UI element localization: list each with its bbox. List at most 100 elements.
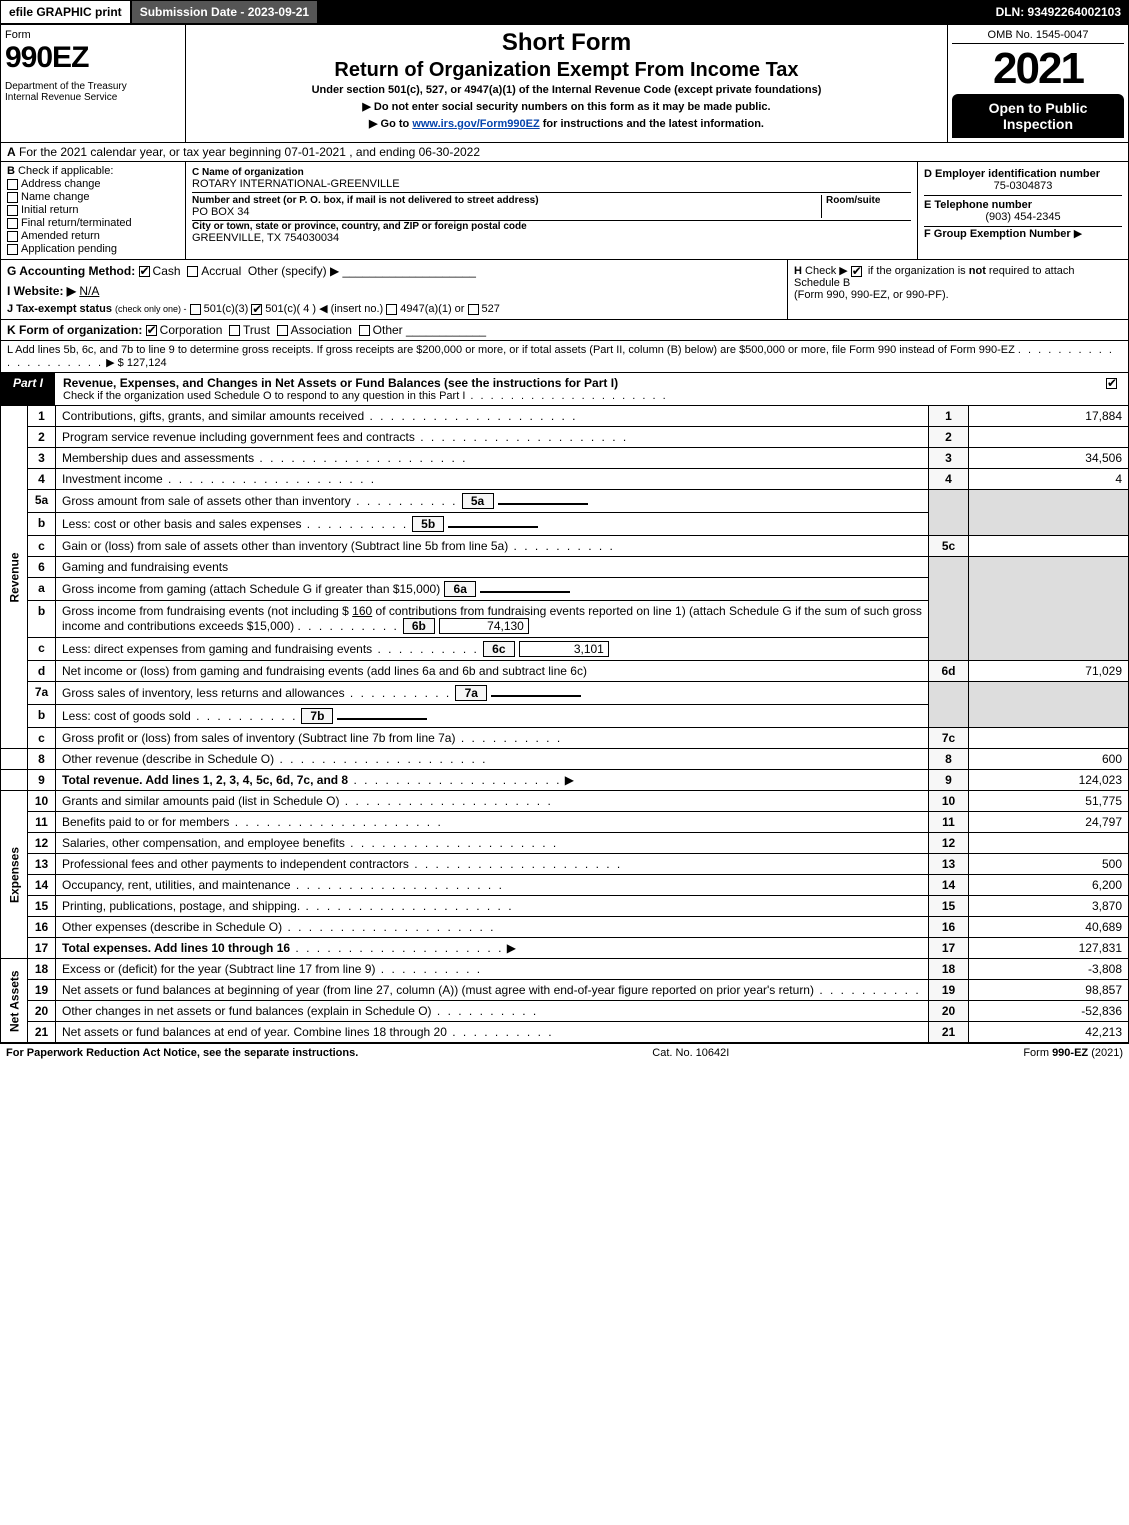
dln-label: DLN: 93492264002103 [988, 0, 1129, 24]
line-5c-value [969, 536, 1129, 557]
org-street: PO BOX 34 [192, 206, 813, 218]
line-6-text: Gaming and fundraising events [56, 557, 929, 578]
line-1-text: Contributions, gifts, grants, and simila… [62, 409, 578, 423]
checkbox-501c[interactable] [251, 304, 262, 315]
header-left: Form 990EZ Department of the Treasury In… [1, 25, 186, 142]
checkbox-final-return[interactable] [7, 218, 18, 229]
org-name: ROTARY INTERNATIONAL-GREENVILLE [192, 178, 911, 190]
checkbox-association[interactable] [277, 325, 288, 336]
h-text4: (Form 990, 990-EZ, or 990-PF). [794, 289, 949, 301]
line-5b-inline [448, 526, 538, 528]
line-20-value: -52,836 [969, 1001, 1129, 1022]
section-k: K Form of organization: Corporation Trus… [0, 320, 1129, 341]
footer-right-post: (2021) [1088, 1047, 1123, 1059]
checkbox-name-change[interactable] [7, 192, 18, 203]
website-value: N/A [79, 284, 99, 298]
section-l: L Add lines 5b, 6c, and 7b to line 9 to … [0, 341, 1129, 373]
line-15-text: Printing, publications, postage, and shi… [62, 899, 514, 913]
efile-label: efile GRAPHIC print [0, 0, 131, 24]
section-h: H Check ▶ if the organization is not req… [788, 260, 1128, 319]
j-o2: 501(c)( 4 ) ◀ (insert no.) [265, 303, 383, 315]
checkbox-corporation[interactable] [146, 325, 157, 336]
checkbox-schedule-b[interactable] [851, 266, 862, 277]
checkbox-amended-return[interactable] [7, 231, 18, 242]
checkbox-cash[interactable] [139, 266, 150, 277]
department-label: Department of the Treasury Internal Reve… [5, 81, 181, 103]
g-label: G Accounting Method: [7, 264, 135, 278]
org-city: GREENVILLE, TX 754030034 [192, 232, 911, 244]
instr2-pre: ▶ Go to [369, 118, 412, 130]
j-o4: 527 [482, 303, 500, 315]
line-7b-text: Less: cost of goods sold [62, 709, 297, 723]
header-center: Short Form Return of Organization Exempt… [186, 25, 948, 142]
footer-left: For Paperwork Reduction Act Notice, see … [6, 1047, 358, 1059]
line-17-value: 127,831 [969, 938, 1129, 959]
c-name-label: C Name of organization [192, 167, 911, 178]
opt-application-pending: Application pending [21, 243, 117, 255]
line-13-text: Professional fees and other payments to … [62, 857, 622, 871]
checkbox-other-org[interactable] [359, 325, 370, 336]
line-5a-inline [498, 503, 588, 505]
opt-initial-return: Initial return [21, 204, 78, 216]
checkbox-501c3[interactable] [190, 304, 201, 315]
line-6d-text: Net income or (loss) from gaming and fun… [62, 664, 587, 678]
line-5b-text: Less: cost or other basis and sales expe… [62, 517, 408, 531]
line-6a-inline [480, 591, 570, 593]
l-text: L Add lines 5b, 6c, and 7b to line 9 to … [7, 344, 1015, 356]
line-19-value: 98,857 [969, 980, 1129, 1001]
line-11-text: Benefits paid to or for members [62, 815, 443, 829]
line-9-value: 124,023 [969, 770, 1129, 791]
k-other: Other [373, 323, 403, 337]
line-18-text: Excess or (deficit) for the year (Subtra… [62, 962, 482, 976]
line-6b-text1: Gross income from fundraising events (no… [62, 604, 349, 618]
omb-number: OMB No. 1545-0047 [952, 29, 1124, 44]
l-amount: $ 127,124 [118, 357, 167, 369]
checkbox-527[interactable] [468, 304, 479, 315]
line-10-text: Grants and similar amounts paid (list in… [62, 794, 553, 808]
k-corp: Corporation [160, 323, 223, 337]
j-o1: 501(c)(3) [204, 303, 249, 315]
page-footer: For Paperwork Reduction Act Notice, see … [0, 1043, 1129, 1062]
line-6b-inline: 74,130 [439, 618, 529, 634]
section-gh: G Accounting Method: Cash Accrual Other … [0, 260, 1129, 320]
checkbox-4947[interactable] [386, 304, 397, 315]
line-5a-text: Gross amount from sale of assets other t… [62, 494, 458, 508]
line-12-text: Salaries, other compensation, and employ… [62, 836, 558, 850]
checkbox-initial-return[interactable] [7, 205, 18, 216]
irs-link[interactable]: www.irs.gov/Form990EZ [412, 118, 539, 130]
b-label: Check if applicable: [18, 165, 113, 177]
under-section-text: Under section 501(c), 527, or 4947(a)(1)… [190, 84, 943, 96]
line-14-text: Occupancy, rent, utilities, and maintena… [62, 878, 504, 892]
line-6c-text: Less: direct expenses from gaming and fu… [62, 642, 479, 656]
j-label: J Tax-exempt status [7, 303, 112, 315]
h-not: not [969, 265, 986, 277]
checkbox-application-pending[interactable] [7, 244, 18, 255]
h-text2: if the organization is [868, 265, 966, 277]
checkbox-accrual[interactable] [187, 266, 198, 277]
part1-title: Revenue, Expenses, and Changes in Net As… [55, 373, 1098, 405]
net-assets-side-label: Net Assets [1, 959, 28, 1043]
header-right: OMB No. 1545-0047 2021 Open to Public In… [948, 25, 1128, 142]
f-arrow: ▶ [1074, 228, 1082, 240]
checkbox-address-change[interactable] [7, 179, 18, 190]
line-8-text: Other revenue (describe in Schedule O) [62, 752, 487, 766]
line-5c-text: Gain or (loss) from sale of assets other… [62, 539, 615, 553]
phone-value: (903) 454-2345 [924, 211, 1122, 223]
line-4-text: Investment income [62, 472, 376, 486]
line-14-value: 6,200 [969, 875, 1129, 896]
line-7c-text: Gross profit or (loss) from sales of inv… [62, 731, 562, 745]
form-number: 990EZ [5, 41, 181, 75]
opt-amended-return: Amended return [21, 230, 100, 242]
f-label: F Group Exemption Number [924, 228, 1071, 240]
line-4-value: 4 [969, 469, 1129, 490]
line-11-value: 24,797 [969, 812, 1129, 833]
line-20-text: Other changes in net assets or fund bala… [62, 1004, 538, 1018]
line-13-value: 500 [969, 854, 1129, 875]
checkbox-schedule-o[interactable] [1106, 378, 1117, 389]
line-7c-value [969, 728, 1129, 749]
footer-right-form: 990-EZ [1052, 1047, 1088, 1059]
section-c: C Name of organization ROTARY INTERNATIO… [186, 162, 918, 259]
checkbox-trust[interactable] [229, 325, 240, 336]
line-6c-inline: 3,101 [519, 641, 609, 657]
c-city-label: City or town, state or province, country… [192, 221, 911, 232]
